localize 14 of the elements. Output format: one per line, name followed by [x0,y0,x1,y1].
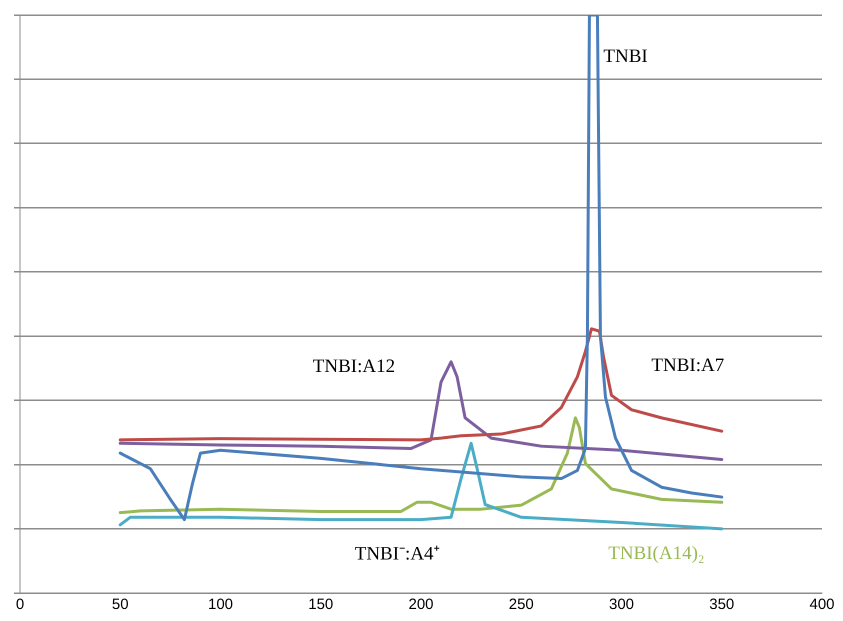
x-tick-label: 200 [408,596,434,614]
series-label: TNBI:A7 [651,354,724,376]
text: TNBI:A12 [312,356,396,377]
x-tick-label: 300 [608,596,634,614]
x-tick-label: 50 [112,596,129,614]
x-tick-label: 150 [308,596,334,614]
series-label: TNBI⁻:A4⁺ [354,543,440,564]
series-label: TNBI [603,46,648,67]
x-tick-label: 250 [508,596,534,614]
text: TNBI(A14)₂ [608,542,705,564]
x-tick-label: 100 [208,596,234,614]
x-tick-label: 0 [16,596,24,614]
x-tick-label: 400 [809,596,835,614]
x-tick-label: 350 [709,596,734,614]
